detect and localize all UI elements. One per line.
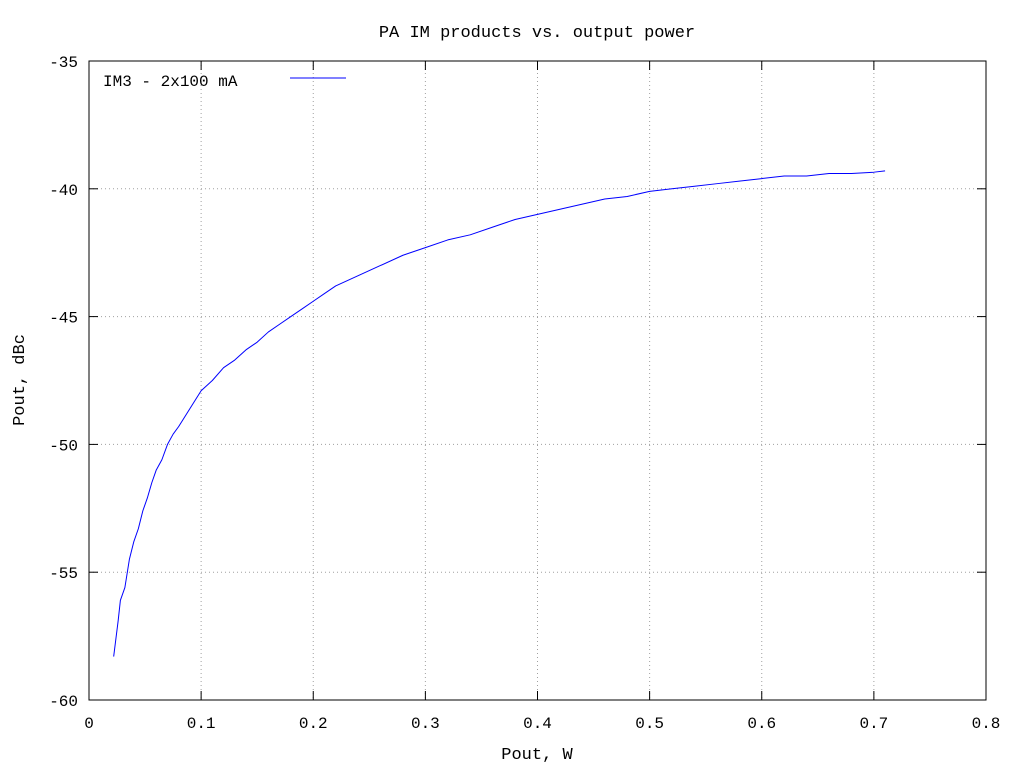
y-tick-label: -55 <box>49 565 78 583</box>
axis-tick-labels: 0 0.1 0.2 0.3 0.4 0.5 0.6 0.7 0.8 -60 -55 -50 -45 -40… <box>49 54 1000 733</box>
x-tick-label: 0.4 <box>523 715 552 733</box>
x-tick-label: 0 <box>84 715 94 733</box>
x-tick-label: 0.2 <box>299 715 328 733</box>
series-lines <box>113 170 886 657</box>
y-tick-label: -45 <box>49 310 78 328</box>
y-axis-label: Pout, dBc <box>11 334 30 426</box>
x-tick-label: 0.1 <box>187 715 216 733</box>
x-axis-label: Pout, W <box>501 746 573 765</box>
x-tick-label: 0.5 <box>635 715 664 733</box>
grid-lines <box>89 61 986 700</box>
x-tick-label: 0.7 <box>859 715 888 733</box>
x-tick-label: 0.6 <box>747 715 776 733</box>
chart-title: PA IM products vs. output power <box>379 24 695 43</box>
series-line-im3 <box>113 170 886 657</box>
y-tick-label: -40 <box>49 182 78 200</box>
y-tick-label: -35 <box>49 54 78 72</box>
axis-ticks <box>88 60 987 701</box>
legend: IM3 - 2x100 mA <box>103 73 346 91</box>
y-tick-label: -50 <box>49 437 78 455</box>
x-tick-label: 0.8 <box>972 715 1001 733</box>
legend-label: IM3 - 2x100 mA <box>103 73 238 91</box>
y-tick-label: -60 <box>49 693 78 711</box>
x-tick-label: 0.3 <box>411 715 440 733</box>
